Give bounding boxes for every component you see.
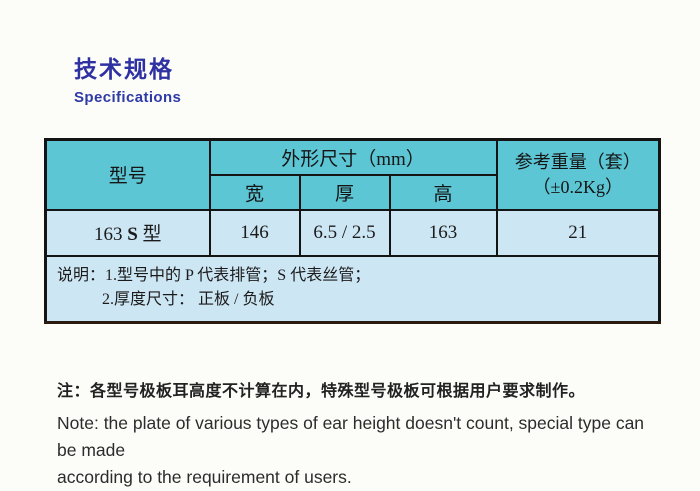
cell-height: 163 <box>388 208 498 257</box>
col-header-weight-line2: （±0.2Kg） <box>532 176 623 197</box>
table-note-line1: 说明：1.型号中的 P 代表排管；S 代表丝管； <box>57 266 371 284</box>
footer-note-en-line1: Note: the plate of various types of ear … <box>57 413 645 461</box>
footer-note-en-line2: according to the requirement of users. <box>57 467 352 488</box>
col-header-weight-line1: 参考重量（套） <box>514 152 641 173</box>
spec-table: 型号 外形尺寸（mm） 参考重量（套） （±0.2Kg） 宽 厚 高 163 S… <box>44 138 662 325</box>
cell-thickness: 6.5 / 2.5 <box>298 208 391 257</box>
footer-note-zh: 注：各型号极板耳高度不计算在内，特殊型号极板可根据用户要求制作。 <box>57 381 586 400</box>
col-header-weight: 参考重量（套） （±0.2Kg） <box>495 138 661 211</box>
page-subtitle: Specifications <box>74 89 182 106</box>
col-header-thickness: 厚 <box>298 173 391 211</box>
footer-note-en: Note: the plate of various types of ear … <box>57 410 667 491</box>
table-notes-row: 说明：1.型号中的 P 代表排管；S 代表丝管； 2.厚度尺寸： 正板 / 负板 <box>44 254 661 324</box>
title-block: 技术规格 Specifications <box>74 50 181 106</box>
cell-model: 163 S 型 <box>44 208 211 257</box>
col-header-dimensions: 外形尺寸（mm） <box>208 138 498 176</box>
col-header-width: 宽 <box>208 173 301 211</box>
table-notes-cell: 说明：1.型号中的 P 代表排管；S 代表丝管； 2.厚度尺寸： 正板 / 负板 <box>44 254 661 324</box>
cell-weight: 21 <box>495 208 661 257</box>
col-header-model: 型号 <box>44 138 211 211</box>
header-row-2: 宽 厚 高 <box>46 173 660 211</box>
header-row-1: 型号 外形尺寸（mm） 参考重量（套） （±0.2Kg） <box>44 138 661 211</box>
table-note-line2: 2.厚度尺寸： 正板 / 负板 <box>102 291 275 309</box>
col-header-height: 高 <box>388 173 498 211</box>
table-row: 163 S 型 146 6.5 / 2.5 163 21 <box>44 208 661 257</box>
footer-notes: 注：各型号极板耳高度不计算在内，特殊型号极板可根据用户要求制作。 Note: t… <box>57 377 667 491</box>
cell-width: 146 <box>208 208 301 257</box>
page-title: 技术规格 <box>74 57 174 83</box>
